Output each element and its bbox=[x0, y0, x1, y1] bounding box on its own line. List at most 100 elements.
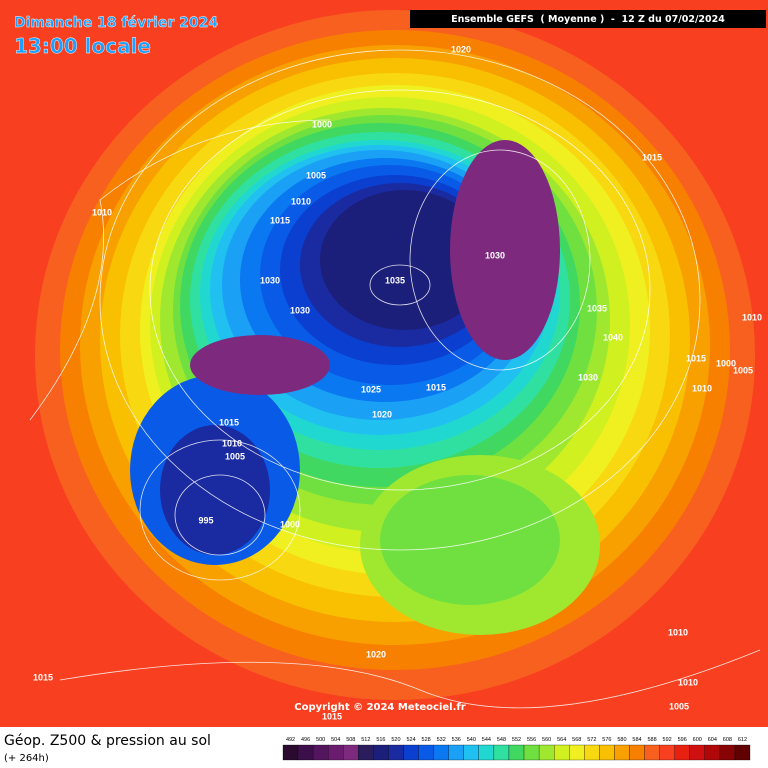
height-band bbox=[450, 140, 560, 360]
isobar-label: 1000 bbox=[280, 519, 300, 529]
footer-title: Géop. Z500 & pression au sol bbox=[4, 733, 211, 749]
legend-swatch bbox=[614, 744, 630, 761]
isobar-label: 1005 bbox=[733, 365, 753, 375]
legend-swatch bbox=[599, 744, 615, 761]
legend-label: 596 bbox=[678, 737, 687, 743]
isobar-label: 1015 bbox=[426, 382, 446, 392]
legend-label: 540 bbox=[467, 737, 476, 743]
legend-swatch bbox=[523, 744, 540, 761]
footer-subtitle: (+ 264h) bbox=[4, 753, 49, 764]
legend-swatch bbox=[629, 744, 645, 761]
legend-swatch bbox=[493, 744, 510, 761]
isobar-label: 1005 bbox=[225, 451, 245, 461]
isobar-label: 1015 bbox=[322, 711, 342, 721]
isobar-label: 1015 bbox=[642, 152, 662, 162]
isobar-label: 1020 bbox=[372, 409, 392, 419]
legend-label: 520 bbox=[391, 737, 400, 743]
legend-label: 604 bbox=[708, 737, 717, 743]
legend: 492 496 500 504 508 512 516 520 524 528 532 536 540 5… bbox=[282, 737, 751, 761]
legend-label: 496 bbox=[301, 737, 310, 743]
legend-swatch bbox=[569, 744, 585, 761]
legend-swatch bbox=[554, 744, 570, 761]
isobar-label: 995 bbox=[198, 515, 213, 525]
legend-swatch bbox=[584, 744, 600, 761]
legend-swatch bbox=[674, 744, 690, 761]
legend-swatch bbox=[644, 744, 660, 761]
legend-label: 568 bbox=[572, 737, 581, 743]
isobar-label: 1005 bbox=[306, 170, 326, 180]
legend-swatch bbox=[373, 744, 389, 761]
isobar-label: 1035 bbox=[385, 275, 405, 285]
height-band bbox=[190, 335, 330, 395]
legend-swatch bbox=[734, 744, 751, 761]
legend-swatch bbox=[343, 744, 359, 761]
legend-swatch bbox=[433, 744, 449, 761]
legend-label: 584 bbox=[632, 737, 641, 743]
height-band bbox=[380, 475, 560, 605]
legend-label: 524 bbox=[406, 737, 415, 743]
isobar-label: 1040 bbox=[603, 332, 623, 342]
isobars bbox=[29, 49, 761, 709]
height-band bbox=[320, 190, 490, 330]
legend-label: 592 bbox=[663, 737, 672, 743]
isobar-label: 1010 bbox=[92, 207, 112, 217]
isobar-label: 1030 bbox=[260, 275, 280, 285]
legend-label: 572 bbox=[587, 737, 596, 743]
isobar-label: 1010 bbox=[678, 677, 698, 687]
legend-label: 516 bbox=[376, 737, 385, 743]
legend-label: 544 bbox=[482, 737, 491, 743]
isobar-label: 1035 bbox=[587, 303, 607, 313]
legend-swatch bbox=[463, 744, 479, 761]
isobar-label: 1010 bbox=[291, 196, 311, 206]
legend-swatch bbox=[312, 744, 329, 761]
legend-swatch bbox=[478, 744, 495, 761]
legend-swatch bbox=[659, 744, 675, 761]
time: 13:00 locale bbox=[14, 34, 151, 58]
legend-label: 532 bbox=[437, 737, 446, 743]
legend-label: 548 bbox=[497, 737, 506, 743]
isobar-label: 1020 bbox=[366, 649, 386, 659]
copyright: Copyright © 2024 Meteociel.fr bbox=[294, 702, 465, 713]
model-box bbox=[410, 10, 766, 28]
isobar-label: 1030 bbox=[485, 250, 505, 260]
legend-label: 608 bbox=[723, 737, 732, 743]
isobar-label: 1010 bbox=[692, 383, 712, 393]
legend-swatch bbox=[719, 744, 736, 761]
legend-label: 508 bbox=[346, 737, 355, 743]
legend-label: 512 bbox=[361, 737, 370, 743]
isobar-label: 1010 bbox=[222, 438, 242, 448]
legend-label: 552 bbox=[512, 737, 521, 743]
isobar-label: 1030 bbox=[578, 372, 598, 382]
legend-label: 500 bbox=[316, 737, 325, 743]
legend-swatch bbox=[689, 744, 705, 761]
legend-swatch bbox=[704, 744, 721, 761]
legend-swatch bbox=[282, 744, 299, 761]
legend-swatch bbox=[538, 744, 555, 761]
legend-label: 576 bbox=[602, 737, 611, 743]
legend-swatch bbox=[297, 744, 314, 761]
isobar-label: 1000 bbox=[716, 358, 736, 368]
legend-label: 504 bbox=[331, 737, 340, 743]
legend-swatch bbox=[418, 744, 434, 761]
isobar-label: 1015 bbox=[219, 417, 239, 427]
legend-label: 600 bbox=[693, 737, 702, 743]
isobar-label: 1010 bbox=[668, 627, 688, 637]
isobar-label: 1020 bbox=[451, 44, 471, 54]
isobar-label: 1015 bbox=[33, 672, 53, 682]
date: Dimanche 18 février 2024 bbox=[14, 15, 218, 31]
isobar-label: 1015 bbox=[686, 353, 706, 363]
legend-label: 492 bbox=[286, 737, 295, 743]
isobar-label: 1005 bbox=[669, 701, 689, 711]
legend-label: 564 bbox=[557, 737, 566, 743]
legend-label: 528 bbox=[422, 737, 431, 743]
legend-swatch bbox=[403, 744, 419, 761]
legend-swatch bbox=[508, 744, 525, 761]
legend-swatch bbox=[328, 744, 344, 761]
legend-label: 560 bbox=[542, 737, 551, 743]
isobar-label: 1015 bbox=[270, 215, 290, 225]
height-field bbox=[15, 0, 768, 730]
legend-label: 588 bbox=[647, 737, 656, 743]
isobar-label: 1000 bbox=[312, 119, 332, 129]
